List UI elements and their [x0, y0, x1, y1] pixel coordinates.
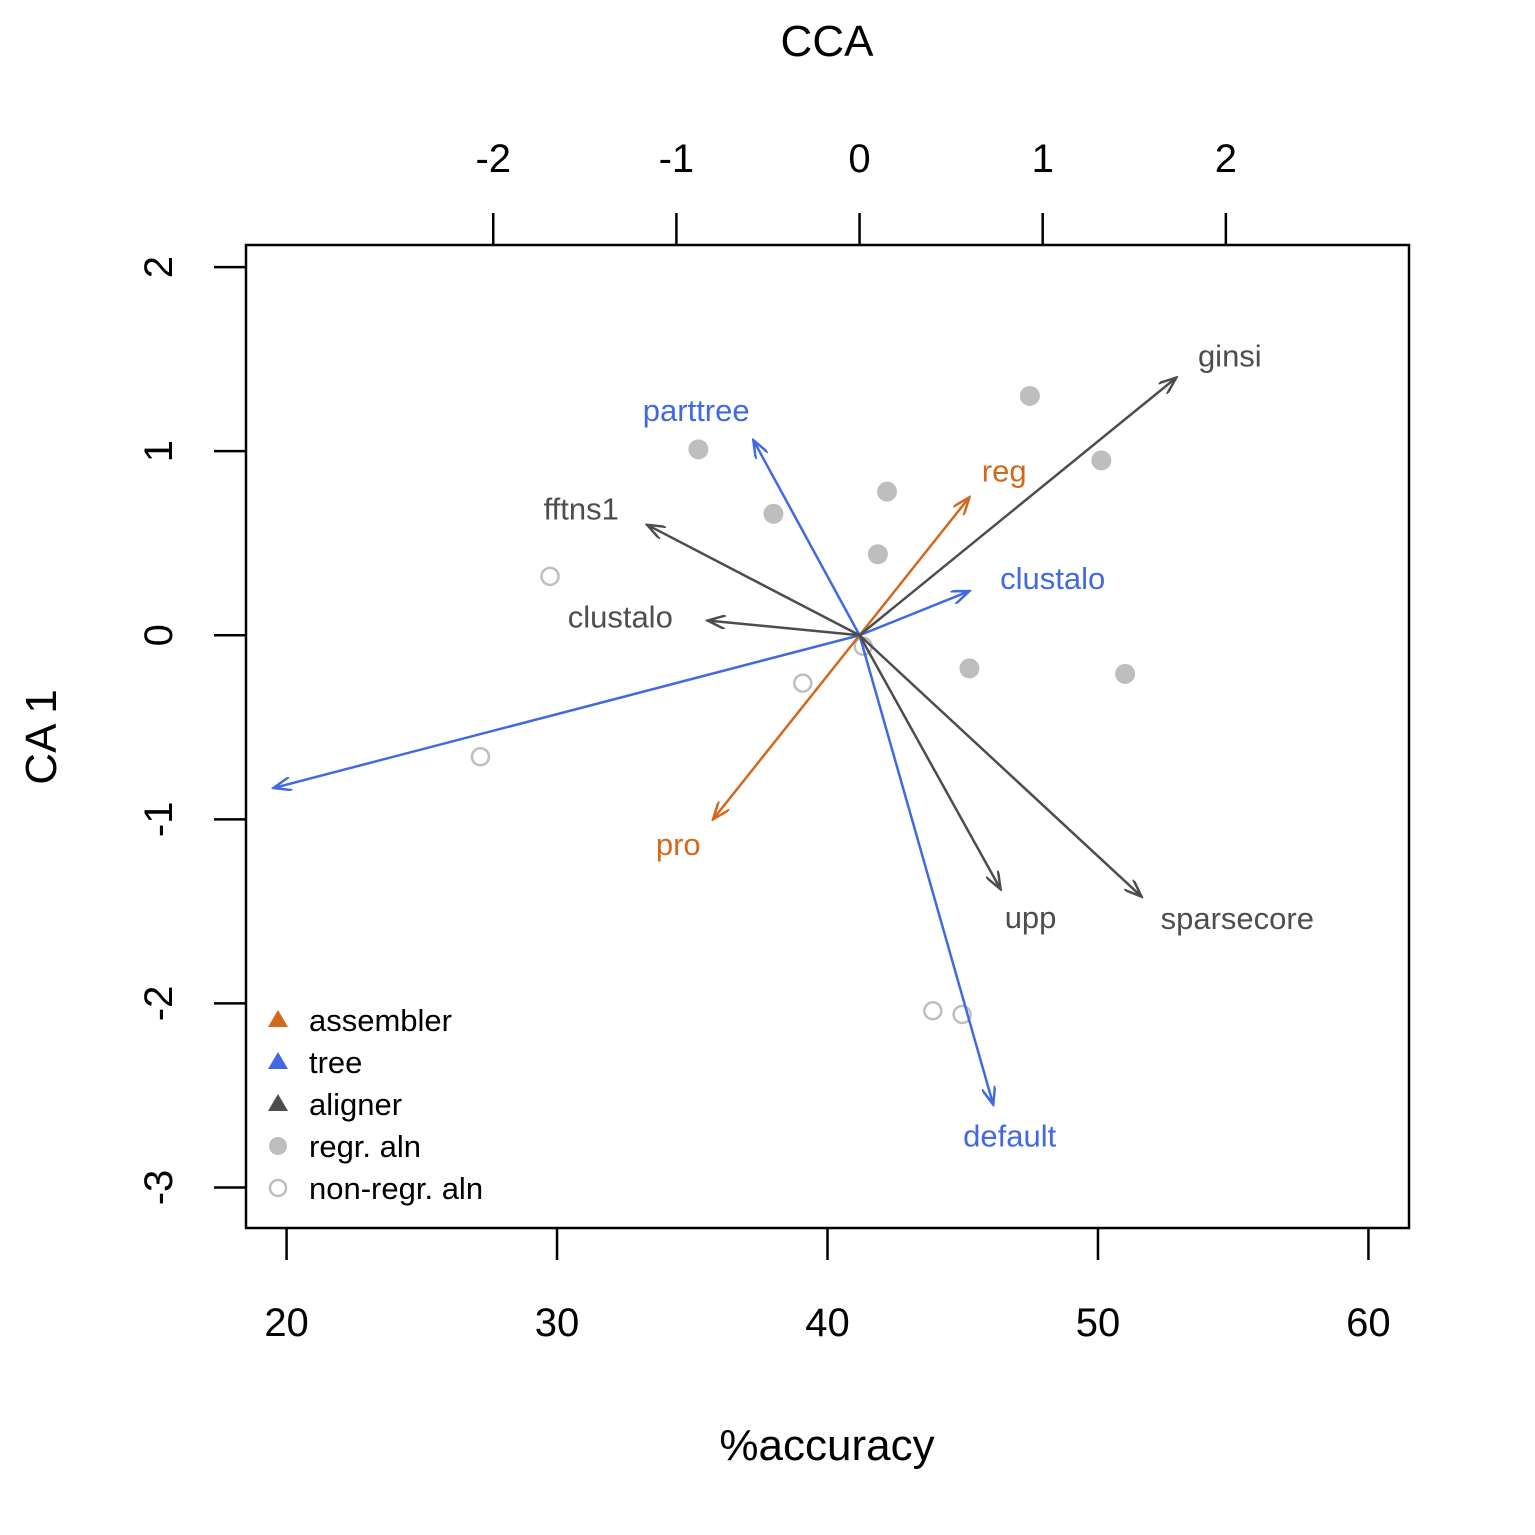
regr-aln-point	[1091, 450, 1112, 471]
aligner-vector-ginsi	[858, 378, 1177, 637]
non-regr-aln-point	[470, 746, 491, 767]
regr-aln-point	[1019, 385, 1040, 406]
legend-filled-circle-icon	[269, 1137, 287, 1155]
tree-vector-default	[858, 634, 994, 1104]
aligner-vector-label: ginsi	[1198, 339, 1262, 374]
legend-label: tree	[309, 1045, 362, 1080]
y-axis-label: CA 1	[17, 689, 66, 784]
x-bottom-tick-label: 20	[264, 1301, 309, 1345]
y-left-tick-label: -3	[137, 1170, 181, 1206]
x-bottom-tick-label: 50	[1076, 1301, 1121, 1345]
tree-vector-label: clustalo	[1000, 561, 1105, 596]
y-left-tick-label: -2	[137, 986, 181, 1022]
sample-points	[470, 385, 1136, 1025]
non-regr-aln-point	[793, 673, 813, 693]
regr-aln-point	[877, 481, 898, 502]
regr-aln-point	[959, 658, 980, 679]
legend-triangle-icon	[268, 1052, 288, 1069]
legend-label: non-regr. aln	[309, 1171, 483, 1206]
non-regr-aln-point	[952, 1004, 972, 1025]
aligner-vector-label: sparsecore	[1161, 901, 1314, 936]
x-bottom-tick-label: 30	[535, 1301, 580, 1345]
x-bottom-tick-label: 40	[805, 1301, 850, 1345]
axes: 20 30 40 50 60 -2 -1 0 1 2 2 1 0 -1 -2 -3	[137, 137, 1391, 1345]
x-top-tick-label: 0	[848, 137, 870, 181]
tree-vector-parttree	[753, 440, 861, 636]
aligner-vector-label: fftns1	[544, 492, 619, 527]
aligner-vector-label: upp	[1005, 900, 1057, 935]
y-left-tick-label: -1	[137, 802, 181, 838]
regr-aln-point	[1115, 663, 1136, 684]
x-top-tick-label: -2	[475, 137, 511, 181]
tree-vector-label: default	[963, 1118, 1056, 1153]
biplot-vectors: reg pro parttree clustalo default ginsi fftns1…	[273, 339, 1314, 1153]
assembler-vector-label: pro	[656, 827, 701, 862]
x-axis-label: %accuracy	[719, 1421, 934, 1470]
plot-frame	[244, 243, 1411, 1230]
x-top-tick-label: 2	[1215, 137, 1237, 181]
non-regr-aln-point	[923, 1001, 943, 1021]
aligner-vector-label: clustalo	[568, 599, 673, 634]
assembler-vector-reg	[858, 497, 970, 637]
aligner-vector-upp	[858, 634, 1001, 889]
assembler-vector-pro	[713, 634, 861, 819]
aligner-vector-clustalo	[708, 621, 860, 637]
regr-aln-point	[763, 503, 784, 524]
legend-open-circle-icon	[268, 1178, 288, 1198]
y-left-tick-label: 0	[137, 624, 181, 646]
tree-vector-clustalo	[859, 591, 970, 637]
regr-aln-point	[867, 544, 888, 565]
chart-title: CCA	[781, 17, 875, 66]
legend-label: regr. aln	[309, 1129, 421, 1164]
tree-vector	[273, 634, 860, 788]
y-left-tick-label: 2	[137, 256, 181, 278]
legend-label: assembler	[309, 1003, 452, 1038]
regr-aln-point	[688, 439, 709, 460]
legend-label: aligner	[309, 1087, 402, 1122]
aligner-vector-sparsecore	[858, 634, 1142, 896]
legend-triangle-icon	[268, 1010, 288, 1027]
legend-triangle-icon	[268, 1094, 288, 1111]
x-bottom-tick-label: 60	[1346, 1301, 1391, 1345]
legend: assembler tree aligner regr. aln non-regr. a…	[268, 1003, 483, 1206]
x-top-tick-label: -1	[659, 137, 695, 181]
y-left-tick-label: 1	[137, 440, 181, 462]
x-top-tick-label: 1	[1032, 137, 1054, 181]
assembler-vector-label: reg	[982, 453, 1027, 488]
aligner-vector-fftns1	[647, 525, 861, 637]
non-regr-aln-point	[540, 566, 560, 587]
tree-vector-label: parttree	[643, 393, 750, 428]
